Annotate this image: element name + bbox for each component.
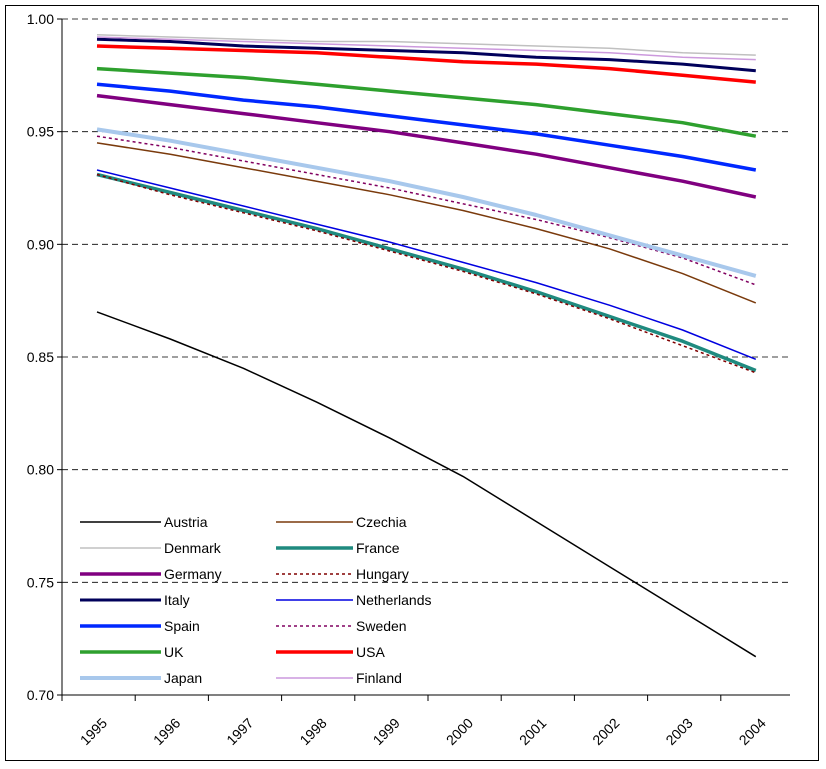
x-tick-label: 1998 [296,715,329,748]
legend-label: Hungary [356,566,409,582]
legend-label: Finland [356,670,402,686]
series-line [96,173,757,374]
series-line [96,37,756,73]
legend-label: Denmark [164,540,222,556]
x-tick-label: 2003 [662,715,695,748]
legend-label: Spain [164,618,200,634]
x-tick-label: 1999 [370,715,403,748]
series-line [96,142,757,304]
y-tick-label: 1.00 [27,11,54,27]
series-line [96,172,757,373]
series-line [96,93,757,199]
x-tick-label: 2004 [736,715,769,748]
legend-label: Czechia [356,514,407,530]
series-line [96,135,757,286]
x-tick-label: 1996 [150,715,183,748]
legend-label: Germany [164,566,222,582]
legend-label: USA [356,644,385,660]
series-line [96,311,757,658]
x-tick-label: 2001 [516,715,549,748]
x-tick-label: 2002 [589,715,622,748]
legend-label: Sweden [356,618,407,634]
series-line [96,169,757,360]
legend-label: UK [164,644,184,660]
y-tick-label: 0.70 [27,687,54,703]
y-tick-label: 0.75 [27,574,54,590]
legend-label: Netherlands [356,592,432,608]
series-line [96,36,756,61]
series-line [96,66,757,138]
y-tick-label: 0.80 [27,462,54,478]
legend-label: France [356,540,400,556]
y-tick-label: 0.85 [27,349,54,365]
legend: Austria Czechia Denmark France Germany Hungar… [80,514,432,686]
legend-label: Austria [164,514,208,530]
series-line [96,34,756,56]
legend-label: Italy [164,592,190,608]
x-tick-label: 1997 [223,715,256,748]
series-line [96,127,757,278]
series-line [96,82,757,172]
series-line [96,44,756,84]
series-lines [96,34,757,658]
x-tick-label: 2000 [443,715,476,748]
chart-frame [5,5,819,761]
legend-label: Japan [164,670,202,686]
x-tick-label: 1995 [77,715,110,748]
y-tick-label: 0.90 [27,236,54,252]
y-tick-label: 0.95 [27,124,54,140]
gridlines [62,18,790,583]
